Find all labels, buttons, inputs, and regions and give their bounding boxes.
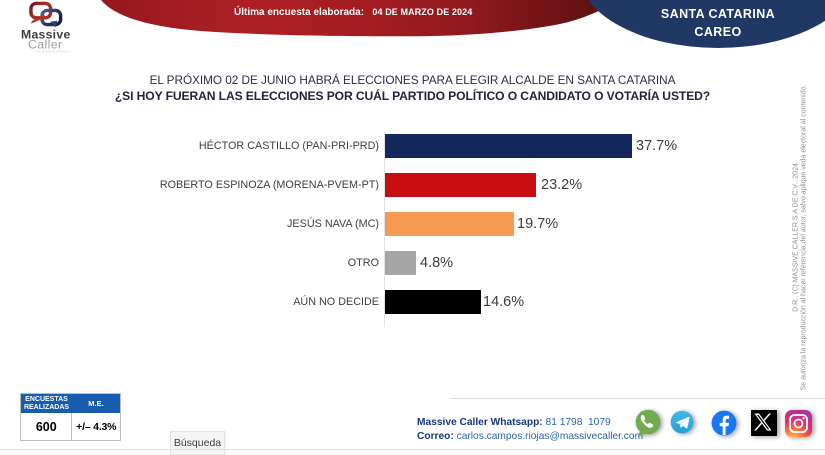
svg-text:Massive: Massive: [21, 27, 71, 41]
svg-text:THE MASSIVE OPINION: THE MASSIVE OPINION: [35, 50, 69, 53]
svg-text:Caller: Caller: [28, 38, 63, 52]
